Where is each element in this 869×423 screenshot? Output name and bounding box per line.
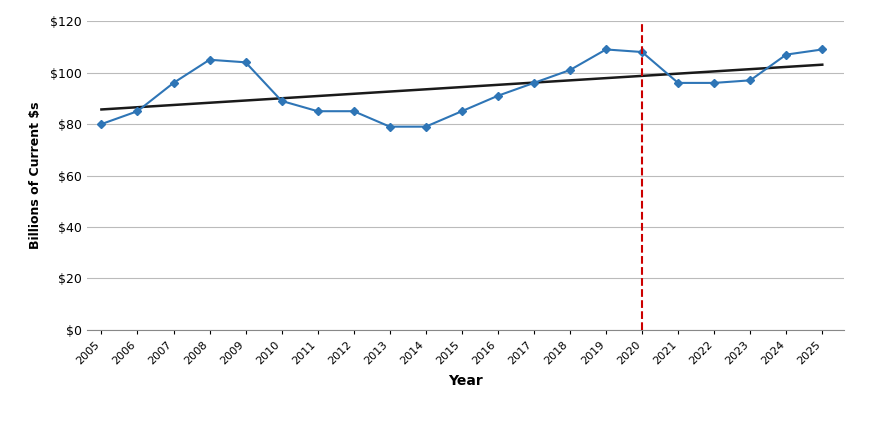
Y-axis label: Billions of Current $s: Billions of Current $s bbox=[29, 102, 42, 249]
X-axis label: Year: Year bbox=[448, 374, 482, 388]
